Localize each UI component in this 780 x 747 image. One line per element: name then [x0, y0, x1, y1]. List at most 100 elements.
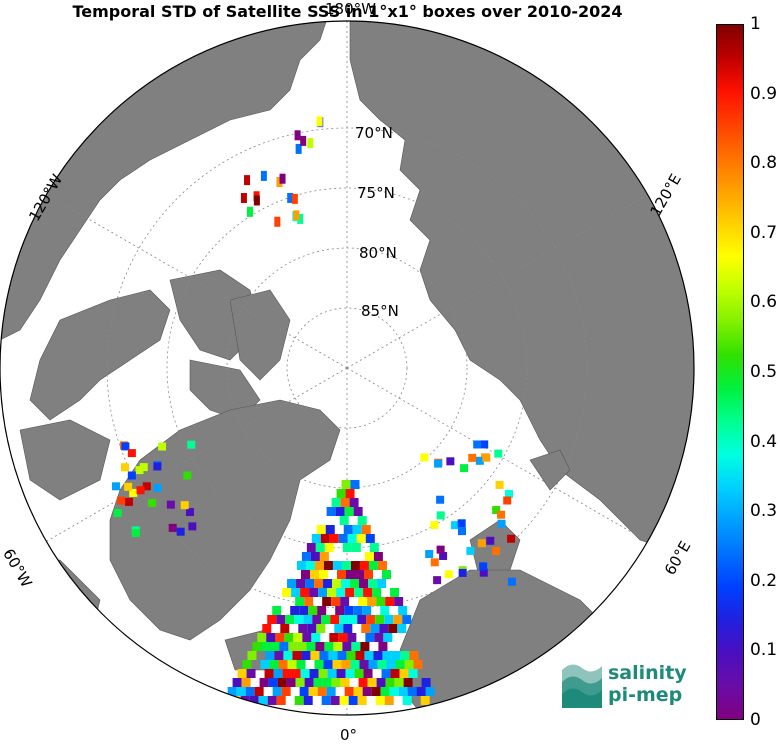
data-box [366, 615, 376, 624]
data-box [385, 678, 395, 687]
data-box [260, 660, 270, 669]
colorbar [716, 24, 744, 720]
data-box [304, 678, 314, 687]
data-box [291, 193, 298, 204]
data-box [246, 206, 253, 217]
data-box [265, 651, 275, 660]
data-box [444, 570, 453, 579]
data-box [129, 488, 138, 497]
data-box [332, 561, 342, 570]
land-archipelago-1 [29, 289, 171, 421]
data-box [287, 660, 297, 669]
data-box [267, 696, 277, 705]
data-box [272, 687, 282, 696]
data-box [345, 588, 355, 597]
data-box [354, 588, 364, 597]
data-box [321, 696, 331, 705]
data-box [286, 678, 296, 687]
data-box [297, 642, 307, 651]
data-box [153, 483, 162, 492]
data-box [376, 597, 386, 606]
data-box [311, 633, 321, 642]
data-box [446, 457, 455, 466]
data-box [282, 669, 292, 678]
data-box [404, 660, 414, 669]
data-box [244, 175, 251, 186]
data-box [236, 687, 246, 696]
data-box [480, 440, 489, 449]
data-box [382, 570, 391, 579]
data-box [308, 687, 318, 696]
data-box [153, 462, 162, 471]
data-box [259, 678, 269, 687]
data-box [409, 651, 419, 660]
data-box [317, 687, 327, 696]
data-box [342, 642, 352, 651]
data-box [495, 480, 504, 489]
data-box [346, 651, 356, 660]
data-box [331, 498, 341, 507]
data-box [299, 606, 309, 615]
data-box [276, 176, 283, 187]
data-box [388, 624, 398, 633]
data-box [350, 660, 360, 669]
data-box [371, 687, 381, 696]
data-box [336, 588, 346, 597]
data-box [312, 615, 322, 624]
data-box [368, 579, 378, 588]
data-box [285, 615, 295, 624]
data-box [353, 606, 363, 615]
data-box [180, 501, 189, 510]
data-box [283, 651, 293, 660]
map-border [0, 20, 695, 716]
data-box [301, 570, 310, 579]
data-box [187, 440, 196, 449]
data-box [148, 499, 157, 508]
data-box [436, 511, 445, 520]
data-box [334, 624, 344, 633]
data-box [293, 633, 303, 642]
data-box [347, 534, 357, 543]
data-box [421, 678, 431, 687]
data-box [124, 482, 133, 491]
data-box [293, 210, 300, 221]
data-box [158, 442, 167, 451]
data-box [359, 660, 369, 669]
data-box [135, 466, 144, 475]
data-box [363, 669, 373, 678]
data-box [329, 534, 339, 543]
colorbar-tick-label: 0.7 [750, 222, 778, 243]
data-box [402, 615, 412, 624]
data-box [314, 561, 324, 570]
data-box [378, 642, 388, 651]
data-box [430, 521, 439, 530]
data-box [439, 551, 448, 560]
data-box [323, 660, 333, 669]
data-box [274, 216, 281, 227]
data-box [232, 678, 242, 687]
data-box [306, 642, 316, 651]
data-box [383, 633, 393, 642]
data-box [377, 561, 387, 570]
data-box [351, 543, 361, 552]
data-box [292, 651, 302, 660]
data-box [176, 527, 185, 536]
data-box [298, 624, 308, 633]
data-box [299, 687, 309, 696]
data-box [341, 660, 351, 669]
data-box [336, 489, 346, 498]
colorbar-tick-label: 0 [750, 710, 761, 730]
data-box [302, 633, 312, 642]
data-box [357, 516, 367, 525]
data-box [332, 579, 342, 588]
lon-label-60w: 60°W [0, 546, 36, 591]
data-box [142, 482, 151, 491]
data-box [322, 678, 332, 687]
data-box [364, 651, 374, 660]
data-box [257, 633, 267, 642]
data-box [310, 570, 319, 579]
data-box [420, 453, 429, 462]
data-box [300, 135, 307, 146]
colorbar-tick-label: 0.4 [750, 431, 778, 452]
data-box [287, 579, 297, 588]
